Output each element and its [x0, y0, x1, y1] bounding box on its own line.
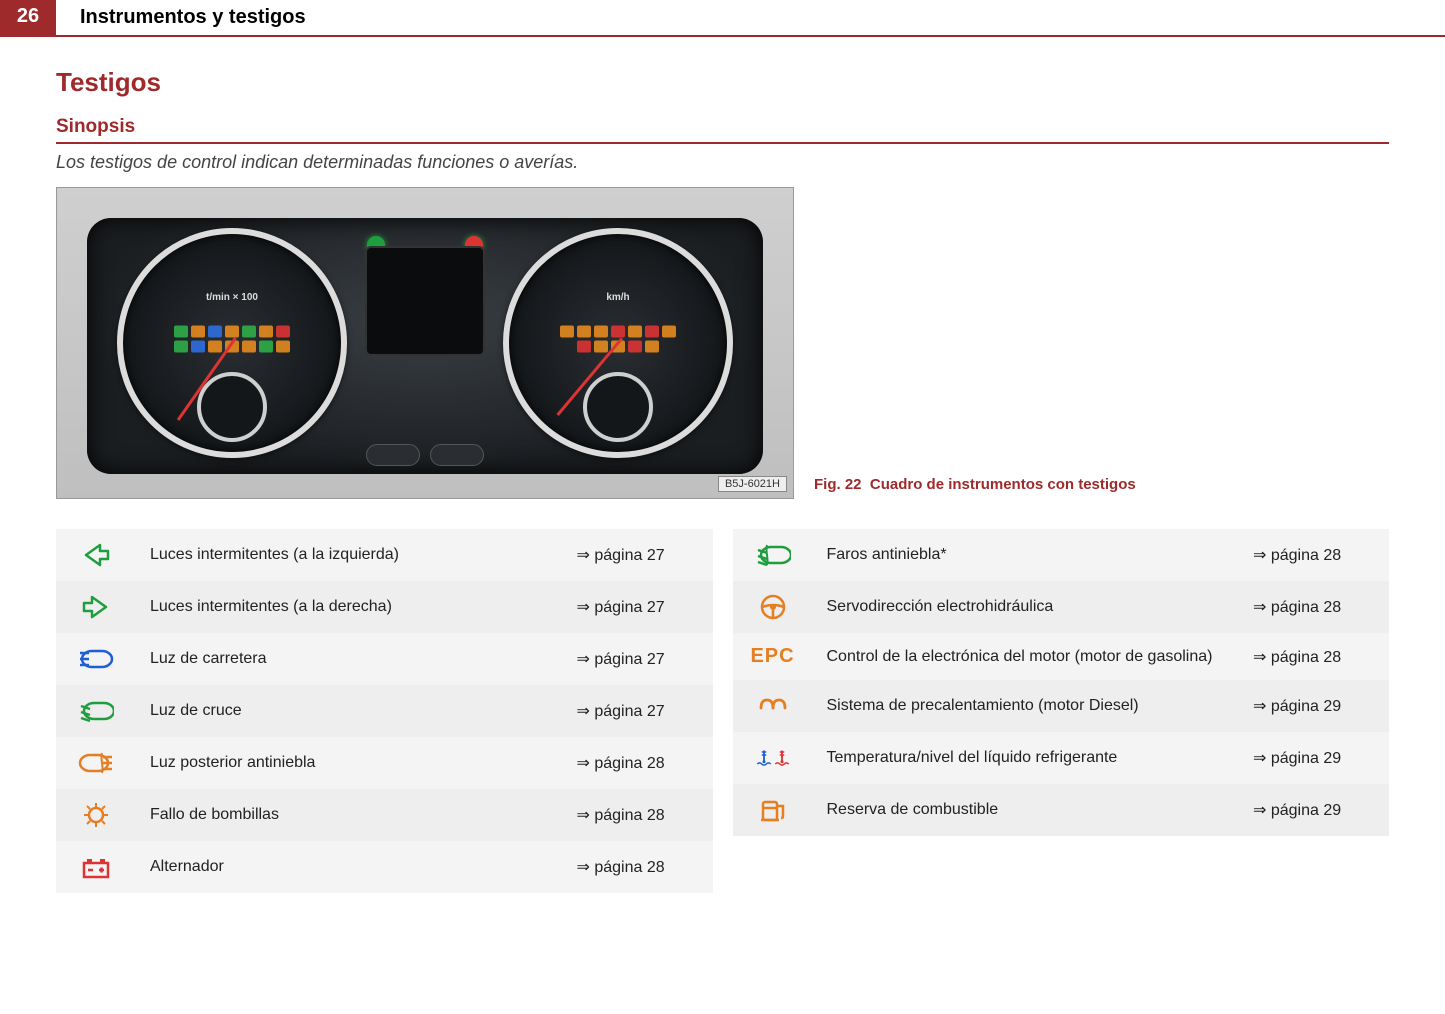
front-fog-icon: [755, 541, 791, 569]
figure-row: t/min × 100 km/h: [56, 187, 1389, 499]
indicator-desc: Control de la electrónica del motor (mot…: [813, 633, 1240, 680]
table-row: Temperatura/nivel del líquido refrigeran…: [733, 732, 1390, 784]
page-ref: ⇒ página 29: [1239, 784, 1389, 836]
table-row: Luces intermitentes (a la derecha)⇒ pági…: [56, 581, 713, 633]
indicator-icon-cell: [733, 680, 813, 732]
figure-caption: Fig. 22 Cuadro de instrumentos con testi…: [814, 476, 1136, 493]
glow-icon: [755, 692, 791, 720]
speedometer: km/h: [503, 228, 733, 458]
indicator-desc: Fallo de bombillas: [136, 789, 563, 841]
table-row: Luz de carretera⇒ página 27: [56, 633, 713, 685]
indicator-desc: Luz posterior antiniebla: [136, 737, 563, 789]
indicator-desc: Luz de carretera: [136, 633, 563, 685]
table-row: Luz posterior antiniebla⇒ página 28: [56, 737, 713, 789]
table-row: Luz de cruce⇒ página 27: [56, 685, 713, 737]
page-header: 26 Instrumentos y testigos: [0, 0, 1445, 37]
indicator-desc: Faros antiniebla*: [813, 529, 1240, 581]
page-ref: ⇒ página 28: [563, 789, 713, 841]
indicator-desc: Temperatura/nivel del líquido refrigeran…: [813, 732, 1240, 784]
table-row: Luces intermitentes (a la izquierda)⇒ pá…: [56, 529, 713, 581]
page-ref: ⇒ página 28: [1239, 529, 1389, 581]
rear-fog-icon: [78, 749, 114, 777]
indicator-icon-cell: [56, 581, 136, 633]
battery-icon: [78, 853, 114, 881]
instrument-cluster-figure: t/min × 100 km/h: [56, 187, 794, 499]
page-ref: ⇒ página 28: [1239, 633, 1389, 680]
page-ref: ⇒ página 27: [563, 633, 713, 685]
page-number: 26: [0, 0, 56, 35]
page-ref: ⇒ página 27: [563, 529, 713, 581]
indicator-desc: Sistema de precalentamiento (motor Diese…: [813, 680, 1240, 732]
turn-right-icon: [78, 593, 114, 621]
indicator-tables: Luces intermitentes (a la izquierda)⇒ pá…: [56, 529, 1389, 893]
table-row: Fallo de bombillas⇒ página 28: [56, 789, 713, 841]
panel-buttons: [366, 444, 484, 466]
page-ref: ⇒ página 29: [1239, 732, 1389, 784]
high-beam-icon: [78, 645, 114, 673]
figure-ref-code: B5J-6021H: [718, 476, 787, 492]
indicator-desc: Luces intermitentes (a la izquierda): [136, 529, 563, 581]
indicator-icon-cell: EPC: [733, 633, 813, 680]
coolant-temp-icon: [755, 744, 791, 772]
low-beam-icon: [78, 697, 114, 725]
table-row: EPC Control de la electrónica del motor (…: [733, 633, 1390, 680]
section-title: Testigos: [56, 67, 1389, 98]
tachometer: t/min × 100: [117, 228, 347, 458]
indicator-desc: Servodirección electrohidráulica: [813, 581, 1240, 633]
indicator-desc: Reserva de combustible: [813, 784, 1240, 836]
indicator-icon-cell: [733, 529, 813, 581]
epc-icon: EPC: [750, 645, 794, 667]
page-ref: ⇒ página 29: [1239, 680, 1389, 732]
indicator-desc: Luces intermitentes (a la derecha): [136, 581, 563, 633]
indicator-icon-cell: [56, 737, 136, 789]
indicator-icon-cell: [56, 841, 136, 893]
page-ref: ⇒ página 28: [1239, 581, 1389, 633]
table-row: Servodirección electrohidráulica⇒ página…: [733, 581, 1390, 633]
indicator-desc: Alternador: [136, 841, 563, 893]
lead-text: Los testigos de control indican determin…: [56, 152, 1389, 173]
indicator-icon-cell: [733, 732, 813, 784]
subsection-title: Sinopsis: [56, 116, 1389, 144]
page-ref: ⇒ página 27: [563, 685, 713, 737]
indicator-icon-cell: [56, 633, 136, 685]
indicator-icon-cell: [56, 685, 136, 737]
page-ref: ⇒ página 28: [563, 737, 713, 789]
page-ref: ⇒ página 28: [563, 841, 713, 893]
center-display: [365, 246, 485, 356]
table-row: Alternador⇒ página 28: [56, 841, 713, 893]
indicator-icon-cell: [56, 789, 136, 841]
indicator-table-left: Luces intermitentes (a la izquierda)⇒ pá…: [56, 529, 713, 893]
fuel-icon: [755, 796, 791, 824]
chapter-title: Instrumentos y testigos: [56, 0, 306, 35]
table-row: Faros antiniebla*⇒ página 28: [733, 529, 1390, 581]
page-ref: ⇒ página 27: [563, 581, 713, 633]
steering-icon: [755, 593, 791, 621]
indicator-desc: Luz de cruce: [136, 685, 563, 737]
indicator-icon-cell: [733, 784, 813, 836]
indicator-icon-cell: [733, 581, 813, 633]
table-row: Sistema de precalentamiento (motor Diese…: [733, 680, 1390, 732]
table-row: Reserva de combustible⇒ página 29: [733, 784, 1390, 836]
bulb-fail-icon: [78, 801, 114, 829]
turn-left-icon: [78, 541, 114, 569]
indicator-table-right: Faros antiniebla*⇒ página 28Servodirecci…: [733, 529, 1390, 836]
indicator-icon-cell: [56, 529, 136, 581]
